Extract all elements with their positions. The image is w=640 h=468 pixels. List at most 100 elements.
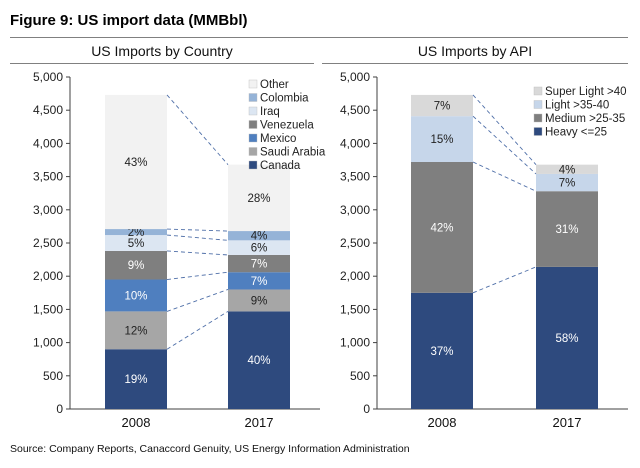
country-data-label: 9% (128, 260, 145, 272)
api-x-tick-label: 2017 (553, 415, 582, 430)
country-legend-label: Iraq (260, 106, 280, 118)
api-legend-swatch (533, 127, 543, 136)
country-connector-line (166, 228, 229, 232)
api-y-tick-label: 5,000 (340, 70, 370, 84)
api-connector-line (472, 161, 537, 192)
api-y-tick-label: 1,500 (340, 302, 370, 316)
api-connector-line (472, 115, 537, 175)
country-y-tick-label: 1,500 (33, 302, 63, 316)
api-y-tick-label: 1,000 (340, 336, 370, 350)
api-legend-label: Super Light >40 (545, 86, 627, 98)
country-data-label: 43% (124, 157, 147, 169)
country-connector-line (166, 271, 229, 280)
country-data-label: 40% (247, 355, 270, 367)
api-legend-label: Light >35-40 (545, 100, 609, 112)
api-y-tick-label: 2,500 (340, 236, 370, 250)
country-connector-line (166, 250, 229, 256)
country-bar-2017-saudi-arabia (228, 289, 290, 312)
country-legend-swatch (248, 133, 258, 143)
country-bar-2008-venezuela (105, 250, 167, 280)
country-bar-2008-mexico (105, 279, 167, 312)
country-legend-swatch (248, 79, 258, 89)
api-data-label: 7% (434, 101, 451, 113)
api-y-tick-label: 4,500 (340, 103, 370, 117)
country-bar-2008-canada (105, 349, 167, 409)
api-connector-line (472, 266, 537, 294)
api-y-tick-label: 4,000 (340, 136, 370, 150)
country-data-label: 6% (251, 243, 268, 255)
country-bar-2017-mexico (228, 272, 290, 290)
country-data-label: 4% (251, 231, 268, 243)
country-data-label: 5% (128, 238, 145, 250)
country-bar-2017-other (228, 164, 290, 232)
country-connector-line (166, 289, 229, 312)
header-rule-left (10, 63, 314, 64)
api-data-label: 31% (555, 224, 578, 236)
country-y-tick-label: 4,000 (33, 136, 63, 150)
country-y-tick-label: 500 (43, 369, 63, 383)
country-legend-label: Venezuela (260, 120, 314, 132)
country-connector-line (166, 311, 229, 350)
country-bar-2008-iraq (105, 235, 167, 251)
country-x-tick-label: 2008 (122, 415, 151, 430)
api-bar-2008-super-light-40 (411, 94, 473, 117)
country-y-tick-label: 2,000 (33, 269, 63, 283)
country-x-tick-label: 2017 (245, 415, 274, 430)
api-y-tick-label: 2,000 (340, 269, 370, 283)
country-bar-2008-saudi-arabia (105, 311, 167, 350)
country-legend-swatch (248, 93, 258, 102)
country-legend-swatch (248, 147, 258, 156)
title-rule (10, 37, 628, 38)
country-data-label: 19% (124, 374, 147, 386)
country-bar-2008-other (105, 94, 167, 230)
country-data-label: 12% (124, 325, 147, 337)
country-legend-swatch (248, 120, 258, 129)
api-x-tick-label: 2008 (428, 415, 457, 430)
country-y-tick-label: 1,000 (33, 336, 63, 350)
country-connector-line (166, 234, 229, 241)
country-data-label: 7% (251, 276, 268, 288)
api-data-label: 58% (555, 333, 578, 345)
country-y-tick-label: 2,500 (33, 236, 63, 250)
country-legend-label: Canada (260, 160, 301, 172)
api-legend-swatch (533, 86, 543, 96)
country-data-label: 28% (247, 193, 270, 205)
country-legend-label: Other (260, 79, 289, 91)
api-data-label: 42% (430, 222, 453, 234)
country-bar-2017-canada (228, 311, 290, 409)
country-legend-swatch (248, 106, 258, 116)
api-legend-swatch (533, 100, 543, 109)
api-legend-label: Medium >25-35 (545, 113, 625, 125)
api-data-label: 4% (559, 164, 576, 176)
api-bar-2017-light-35-40 (536, 173, 598, 192)
country-bar-2017-colombia (228, 231, 290, 241)
api-bar-2008-medium-25-35 (411, 161, 473, 293)
country-data-label: 2% (128, 227, 145, 239)
api-y-tick-label: 0 (363, 402, 370, 416)
api-y-tick-label: 3,500 (340, 170, 370, 184)
api-bar-2008-heavy-25 (411, 292, 473, 409)
source-note: Source: Company Reports, Canaccord Genui… (10, 443, 410, 455)
country-legend-label: Colombia (260, 93, 309, 105)
country-legend-label: Mexico (260, 133, 296, 145)
api-legend-swatch (533, 113, 543, 123)
api-bar-2008-light-35-40 (411, 116, 473, 162)
country-y-tick-label: 5,000 (33, 70, 63, 84)
country-data-label: 10% (124, 290, 147, 302)
country-bar-2008-colombia (105, 229, 167, 236)
api-bar-2017-medium-25-35 (536, 191, 598, 267)
country-legend-label: Saudi Arabia (260, 147, 326, 159)
api-data-label: 7% (559, 178, 576, 190)
country-y-tick-label: 4,500 (33, 103, 63, 117)
country-bar-2017-venezuela (228, 254, 290, 273)
country-y-tick-label: 0 (56, 402, 63, 416)
country-legend-swatch (248, 160, 258, 170)
chart-title-country: US Imports by Country (91, 43, 233, 59)
country-bar-2017-iraq (228, 240, 290, 255)
country-y-tick-label: 3,000 (33, 203, 63, 217)
api-y-tick-label: 3,000 (340, 203, 370, 217)
country-connector-line (166, 94, 229, 165)
api-y-tick-label: 500 (350, 369, 370, 383)
country-data-label: 7% (251, 259, 268, 271)
country-y-tick-label: 3,500 (33, 170, 63, 184)
